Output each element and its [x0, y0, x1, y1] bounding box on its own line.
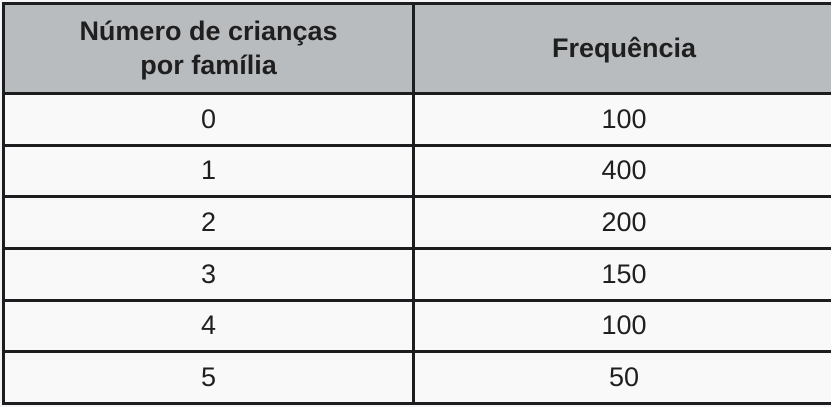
cell-frequency-2: 200 — [412, 195, 831, 250]
cell-frequency-4: 100 — [412, 298, 831, 354]
table-row: 0 100 — [2, 92, 831, 147]
cell-frequency-1: 400 — [412, 143, 831, 199]
header-cell-frequency: Frequência — [412, 2, 831, 95]
table-row: 5 50 — [2, 350, 831, 405]
table-row: 4 100 — [2, 298, 831, 354]
cell-children-2: 2 — [2, 195, 415, 250]
cell-children-0: 0 — [2, 92, 415, 147]
table-row: 3 150 — [2, 246, 831, 302]
cell-frequency-0: 100 — [412, 92, 831, 147]
header-row: Número de crianças por família Frequênci… — [2, 2, 831, 95]
cell-children-5: 5 — [2, 350, 415, 405]
table-body: 0 100 1 400 2 200 3 150 4 100 5 50 — [2, 92, 831, 405]
cell-children-4: 4 — [2, 298, 415, 354]
cell-frequency-3: 150 — [412, 246, 831, 302]
table-header: Número de crianças por família Frequênci… — [2, 2, 831, 95]
table-row: 1 400 — [2, 143, 831, 199]
cell-children-3: 3 — [2, 246, 415, 302]
table-row: 2 200 — [2, 195, 831, 250]
cell-children-1: 1 — [2, 143, 415, 199]
cell-frequency-5: 50 — [412, 350, 831, 405]
header-cell-children-per-family: Número de crianças por família — [2, 2, 415, 95]
